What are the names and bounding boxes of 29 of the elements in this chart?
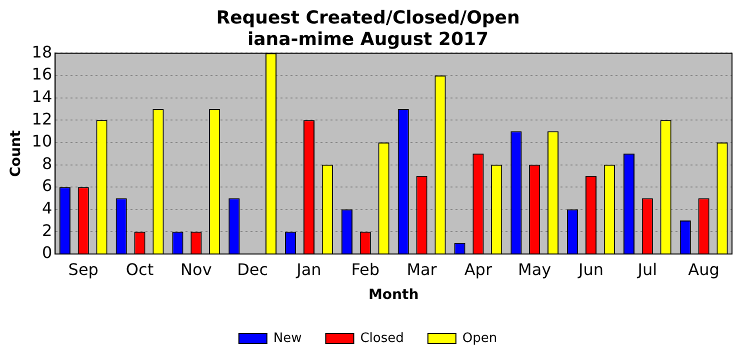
x-tick-label: Jul — [636, 260, 658, 279]
x-axis-title: Month — [368, 287, 419, 304]
chart-subtitle: iana-mime August 2017 — [247, 29, 489, 50]
y-tick-label: 18 — [32, 42, 52, 62]
y-tick-label: 16 — [32, 64, 52, 84]
x-tick-label: Jun — [577, 260, 604, 279]
x-tick-label: Feb — [351, 260, 380, 279]
x-tick-label: Jan — [296, 260, 322, 279]
x-tick-label: Dec — [237, 260, 268, 279]
y-tick-label: 10 — [32, 132, 52, 151]
y-tick-label: 8 — [42, 154, 52, 173]
legend-label: New — [273, 330, 302, 346]
x-tick-label: Apr — [464, 260, 492, 279]
x-tick-label: Nov — [180, 260, 212, 279]
x-tick-label: May — [518, 260, 552, 279]
y-tick-label: 2 — [42, 220, 52, 240]
x-tick-label: Oct — [126, 260, 154, 279]
y-tick-label: 4 — [42, 198, 52, 218]
y-tick-label: 6 — [42, 176, 52, 196]
chart-title: Request Created/Closed/Open — [216, 7, 520, 28]
x-tick-label: Mar — [406, 260, 438, 279]
legend-label: Closed — [360, 330, 404, 346]
y-tick-label: 14 — [32, 86, 52, 106]
x-tick-label: Sep — [68, 260, 98, 279]
x-tick-label: Aug — [688, 260, 720, 279]
y-tick-label: 0 — [42, 243, 52, 262]
y-axis-title: Count — [8, 130, 24, 177]
legend-label: Open — [462, 330, 498, 346]
y-tick-label: 12 — [32, 109, 52, 128]
